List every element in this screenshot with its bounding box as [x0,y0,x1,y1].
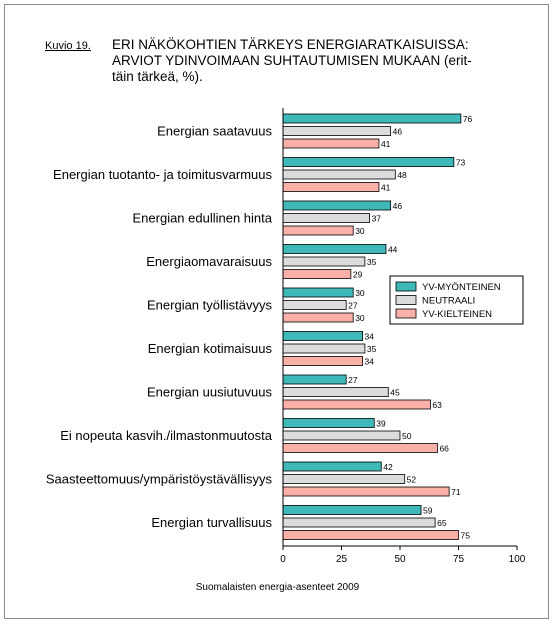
bar [282,113,462,124]
category-label: Energian saatavuus [157,124,272,139]
bar-value-label: 42 [383,462,393,472]
bar-value-label: 48 [397,170,407,180]
bar-value-label: 46 [393,127,403,137]
bar [282,138,380,149]
legend-swatch [395,281,417,292]
x-tick-label: 0 [280,554,286,565]
bar-value-label: 30 [355,226,365,236]
bar [282,505,422,515]
bar-value-label: 37 [372,214,382,224]
bar [282,530,459,540]
category-label: Energian uusiutuvuus [147,385,273,400]
bar-value-label: 65 [437,518,447,528]
bar [282,418,375,428]
bar-value-label: 50 [402,431,412,441]
bar-value-label: 71 [451,487,461,497]
category-label: Energian edullinen hinta [133,211,273,226]
bar-value-label: 35 [367,257,377,267]
figure-title: ERI NÄKÖKOHTIEN TÄRKEYS ENERGIARATKAISUI… [112,37,472,84]
bar-value-label: 27 [348,375,358,385]
bar-value-label: 59 [423,506,433,516]
bar-value-label: 73 [456,158,466,168]
x-tick-label: 100 [509,554,526,565]
bar [282,443,438,453]
bar [282,157,455,167]
bar-value-label: 46 [393,201,403,211]
legend-entry: YV-MYÖNTEINEN [422,282,501,293]
bar [282,182,380,192]
category-label: Saasteettomuus/ympäristöystävällisyys [46,472,273,487]
bar [282,169,396,180]
bar [282,200,392,211]
bar-value-label: 45 [390,388,400,398]
bar-value-label: 75 [461,531,471,541]
bar-value-label: 27 [348,301,358,311]
category-label: Energian kotimaisuus [148,341,273,356]
bar-value-label: 41 [381,183,391,193]
bar [282,486,450,497]
bar-value-label: 63 [432,400,442,410]
figure-label: Kuvio 19. [45,40,91,52]
x-tick-label: 75 [453,554,465,565]
bar [282,461,382,472]
bar-value-label: 41 [381,139,391,149]
legend-swatch [395,295,417,305]
category-label: Energian työllistävyys [147,298,272,313]
category-label: Energian tuotanto- ja toimitusvarmuus [53,167,272,182]
bar-value-label: 30 [355,288,365,298]
bar [282,399,431,410]
bar [282,287,354,298]
bar-value-label: 76 [463,114,473,124]
bar [282,387,389,397]
bar [282,312,354,323]
legend-entry: YV-KIELTEINEN [422,309,492,320]
x-tick-label: 50 [394,554,406,565]
legend-entry: NEUTRAALI [422,296,475,307]
bar-value-label: 35 [367,344,377,354]
bar [282,213,370,223]
bar [282,300,347,310]
bar-value-label: 30 [355,313,365,323]
bar-value-label: 34 [365,332,375,342]
bar-value-label: 29 [353,270,363,280]
bar [282,126,392,136]
x-tick-label: 25 [336,554,348,565]
bar [282,256,366,267]
bar [282,356,363,366]
bar [282,331,363,341]
bar-value-label: 52 [407,475,417,485]
bar-value-label: 39 [376,419,386,429]
category-label: Ei nopeuta kasvih./ilmastonmuutosta [60,428,272,443]
bar [282,517,436,528]
bar-value-label: 34 [365,357,375,367]
bar-value-label: 44 [388,245,398,255]
legend-swatch [395,308,417,319]
source-note: Suomalaisten energia-asenteet 2009 [195,582,360,593]
bar [282,244,387,254]
bar-value-label: 66 [439,444,449,454]
category-label: Energian turvallisuus [151,515,272,530]
bar [282,343,366,354]
bar [282,474,406,484]
bar [282,269,352,279]
bar [282,374,347,385]
bar [282,430,401,441]
category-label: Energiaomavaraisuus [146,254,272,269]
bar [282,225,354,236]
